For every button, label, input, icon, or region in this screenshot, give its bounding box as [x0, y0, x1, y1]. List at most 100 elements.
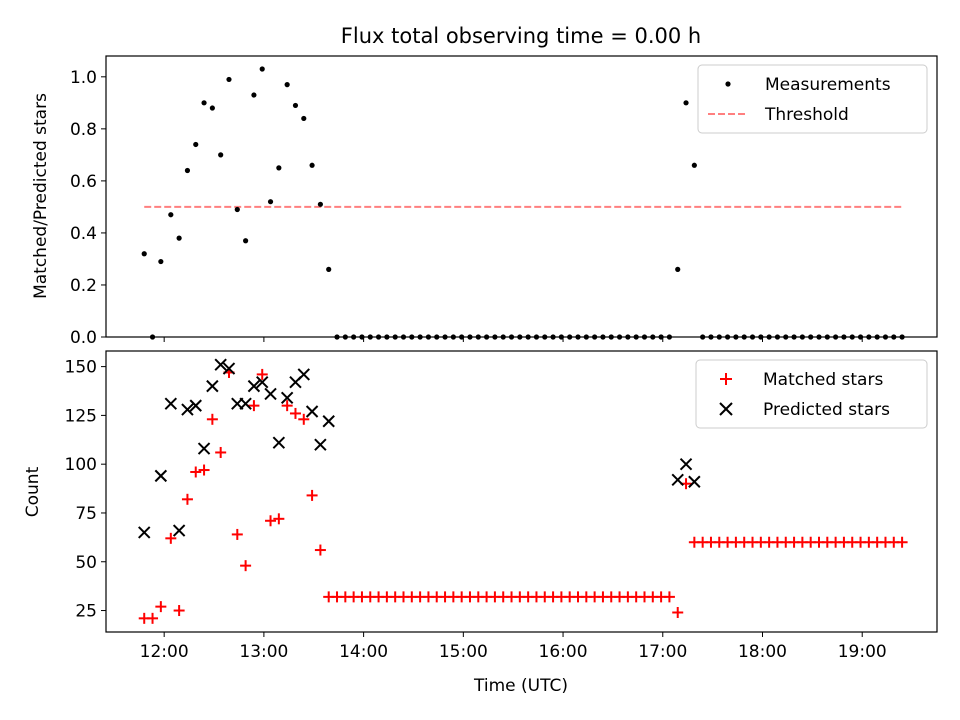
bottom-x-axis: 12:00 13:00 14:00 15:00 16:00 17:00 18:00 19:00	[140, 632, 887, 662]
matched-star-point	[190, 466, 202, 478]
measurement-point	[201, 100, 207, 106]
bottom-y-tick-label: 25	[75, 602, 97, 622]
predicted-star-point	[239, 397, 252, 410]
bottom-legend: Matched stars Predicted stars	[695, 359, 928, 429]
legend-measurements-label: Measurements	[765, 75, 891, 95]
measurement-point	[276, 165, 282, 171]
x-tick-label: 13:00	[239, 642, 288, 662]
predicted-star-point	[264, 387, 277, 401]
bottom-y-tick-label: 150	[65, 358, 97, 378]
measurement-point	[218, 152, 224, 158]
top-panel: 0.0 0.2 0.4 0.6 0.8 1.0 Matched/Predicted sta…	[31, 55, 938, 348]
measurement-point	[267, 199, 274, 205]
predicted-star-point	[671, 473, 684, 486]
matched-star-point	[289, 407, 301, 419]
top-legend: Measurements Threshold	[697, 64, 928, 134]
matched-star-point	[663, 591, 675, 603]
measurement-point	[301, 115, 307, 122]
measurement-point	[226, 76, 232, 83]
legend-predicted-label: Predicted stars	[763, 400, 890, 420]
predicted-star-point	[138, 526, 151, 539]
matched-star-point	[306, 489, 318, 501]
bottom-y-tick-label: 125	[65, 406, 97, 426]
predicted-star-point	[214, 358, 227, 371]
measurement-point	[243, 238, 249, 244]
matched-star-point	[248, 400, 260, 412]
matched-star-point	[314, 544, 326, 556]
predicted-star-point	[222, 362, 236, 375]
top-x-axis	[163, 337, 863, 342]
bottom-y-tick-label: 75	[75, 504, 97, 524]
matched-star-point	[215, 446, 227, 458]
matched-star-point	[155, 601, 167, 613]
matched-star-point	[181, 493, 193, 505]
bottom-y-axis: 25 50 75 100 125 150	[65, 358, 106, 622]
predicted-star-point	[305, 405, 319, 418]
measurement-point	[176, 235, 182, 241]
legend-predicted-marker	[719, 402, 733, 416]
measurement-point	[168, 212, 174, 218]
measurement-point	[259, 66, 265, 72]
x-axis-label: Time (UTC)	[473, 676, 568, 696]
measurement-point	[317, 201, 323, 207]
matched-star-point	[896, 536, 908, 548]
top-legend-box	[697, 64, 928, 134]
predicted-star-point	[314, 438, 327, 451]
legend-threshold-label: Threshold	[764, 105, 849, 125]
matched-star-point	[147, 612, 159, 624]
predicted-star-point	[322, 415, 335, 428]
measurement-point	[209, 105, 215, 111]
matched-star-point	[256, 368, 268, 380]
matched-star-point	[206, 413, 218, 425]
matched-star-point	[273, 513, 285, 525]
x-tick-label: 15:00	[439, 642, 488, 662]
predicted-star-point	[206, 379, 219, 393]
predicted-star-point	[297, 368, 310, 381]
predicted-star-point	[197, 442, 211, 455]
predicted-star-point	[679, 457, 693, 471]
top-y-tick-label: 0.4	[70, 224, 97, 244]
predicted-star-point	[172, 524, 186, 537]
top-y-tick-label: 1.0	[70, 68, 97, 88]
x-tick-label: 12:00	[140, 642, 189, 662]
measurement-point	[683, 100, 689, 106]
matched-star-point	[298, 413, 310, 425]
measurement-point	[675, 266, 681, 272]
legend-matched-marker	[720, 373, 732, 385]
measurement-point	[326, 266, 332, 272]
matched-star-point	[198, 464, 210, 476]
chart-title: Flux total observing time = 0.00 h	[341, 24, 701, 48]
predicted-star-point	[272, 436, 286, 449]
legend-matched-label: Matched stars	[763, 370, 883, 390]
predicted-star-point	[256, 376, 269, 389]
measurement-point	[251, 92, 257, 98]
bottom-y-tick-label: 50	[75, 553, 97, 573]
bottom-panel: 25 50 75 100 125 150 12:00 13:00 14:00 15:00 16:0…	[23, 350, 938, 696]
measurement-point	[309, 162, 315, 168]
predicted-star-point	[154, 469, 168, 483]
top-y-tick-label: 0.2	[70, 276, 97, 296]
bottom-y-axis-label: Count	[23, 466, 43, 517]
matched-star-point	[240, 560, 252, 572]
top-y-tick-label: 0.6	[70, 172, 97, 192]
top-y-axis-label: Matched/Predicted stars	[31, 93, 51, 299]
top-y-axis: 0.0 0.2 0.4 0.6 0.8 1.0	[70, 68, 106, 348]
x-tick-label: 14:00	[339, 642, 388, 662]
x-tick-label: 18:00	[738, 642, 787, 662]
top-y-tick-label: 0.8	[70, 120, 97, 140]
predicted-star-point	[280, 391, 294, 405]
measurement-point	[141, 251, 147, 257]
measurement-point	[184, 167, 191, 174]
matched-star-point	[672, 606, 684, 618]
bottom-y-tick-label: 100	[65, 455, 97, 475]
predicted-star-point	[688, 475, 701, 488]
matched-star-point	[165, 532, 177, 544]
bottom-legend-box	[695, 359, 928, 429]
bottom-plot-area	[138, 358, 908, 624]
measurement-point	[234, 206, 240, 213]
predicted-star-point	[189, 399, 202, 412]
measurement-point	[292, 102, 299, 109]
matched-star-point	[281, 400, 293, 412]
x-tick-label: 19:00	[838, 642, 887, 662]
